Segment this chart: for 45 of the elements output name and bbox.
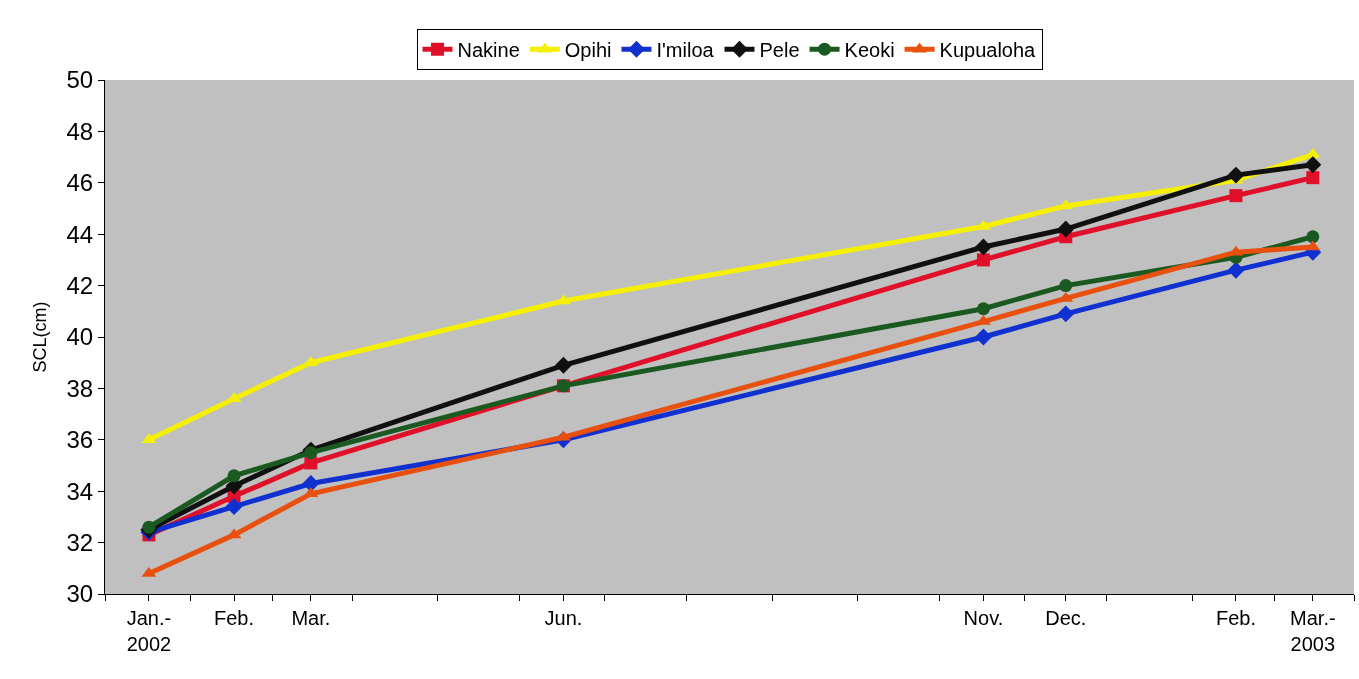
point [1059,279,1073,293]
x-tick-label: Feb. [214,607,255,629]
point [1057,305,1075,323]
legend-label: Pele [759,39,800,62]
point [225,498,243,516]
legend-label: Nakine [457,39,520,62]
point [1304,156,1322,174]
point [1306,171,1320,185]
point [1227,166,1245,184]
y-tick-label: 32 [66,529,94,556]
point [1229,189,1243,203]
y-axis-title: SCL(cm) [29,301,50,373]
x-tick-label: Dec. [1045,607,1087,629]
x-tick-label: Mar. [291,607,331,629]
y-tick-label: 48 [66,117,94,145]
x-tick-label: Jun. [544,607,583,629]
y-tick-label: 46 [66,169,94,197]
y-tick-label: 42 [66,272,94,299]
point [974,328,992,346]
x-tick-label: Nov. [963,607,1004,629]
point [1306,230,1320,244]
x-tick-label: Feb. [1215,607,1256,629]
y-tick-label: 38 [66,374,94,402]
legend-label: Opihi [564,39,612,62]
y-tick-label: 50 [66,66,94,94]
y-tick-label: 40 [66,323,94,351]
point [974,238,992,256]
point [554,356,572,374]
x-tick-label: Mar.- 2003 [1290,607,1336,655]
point [1227,261,1245,279]
y-tick-label: 34 [66,477,94,505]
point [304,446,318,460]
legend-label: Kupualoha [939,39,1037,62]
y-tick-label: 30 [66,580,94,608]
point [302,475,320,492]
point [976,253,990,267]
legend-label: I'miloa [656,39,715,62]
legend-label: Keoki [844,39,895,62]
y-tick-label: 36 [66,426,94,454]
point [142,520,156,534]
x-tick-label: Jan.- 2002 [126,607,172,655]
y-tick-label: 44 [66,220,94,248]
point [227,469,241,483]
point [976,302,990,316]
point [1057,220,1075,238]
